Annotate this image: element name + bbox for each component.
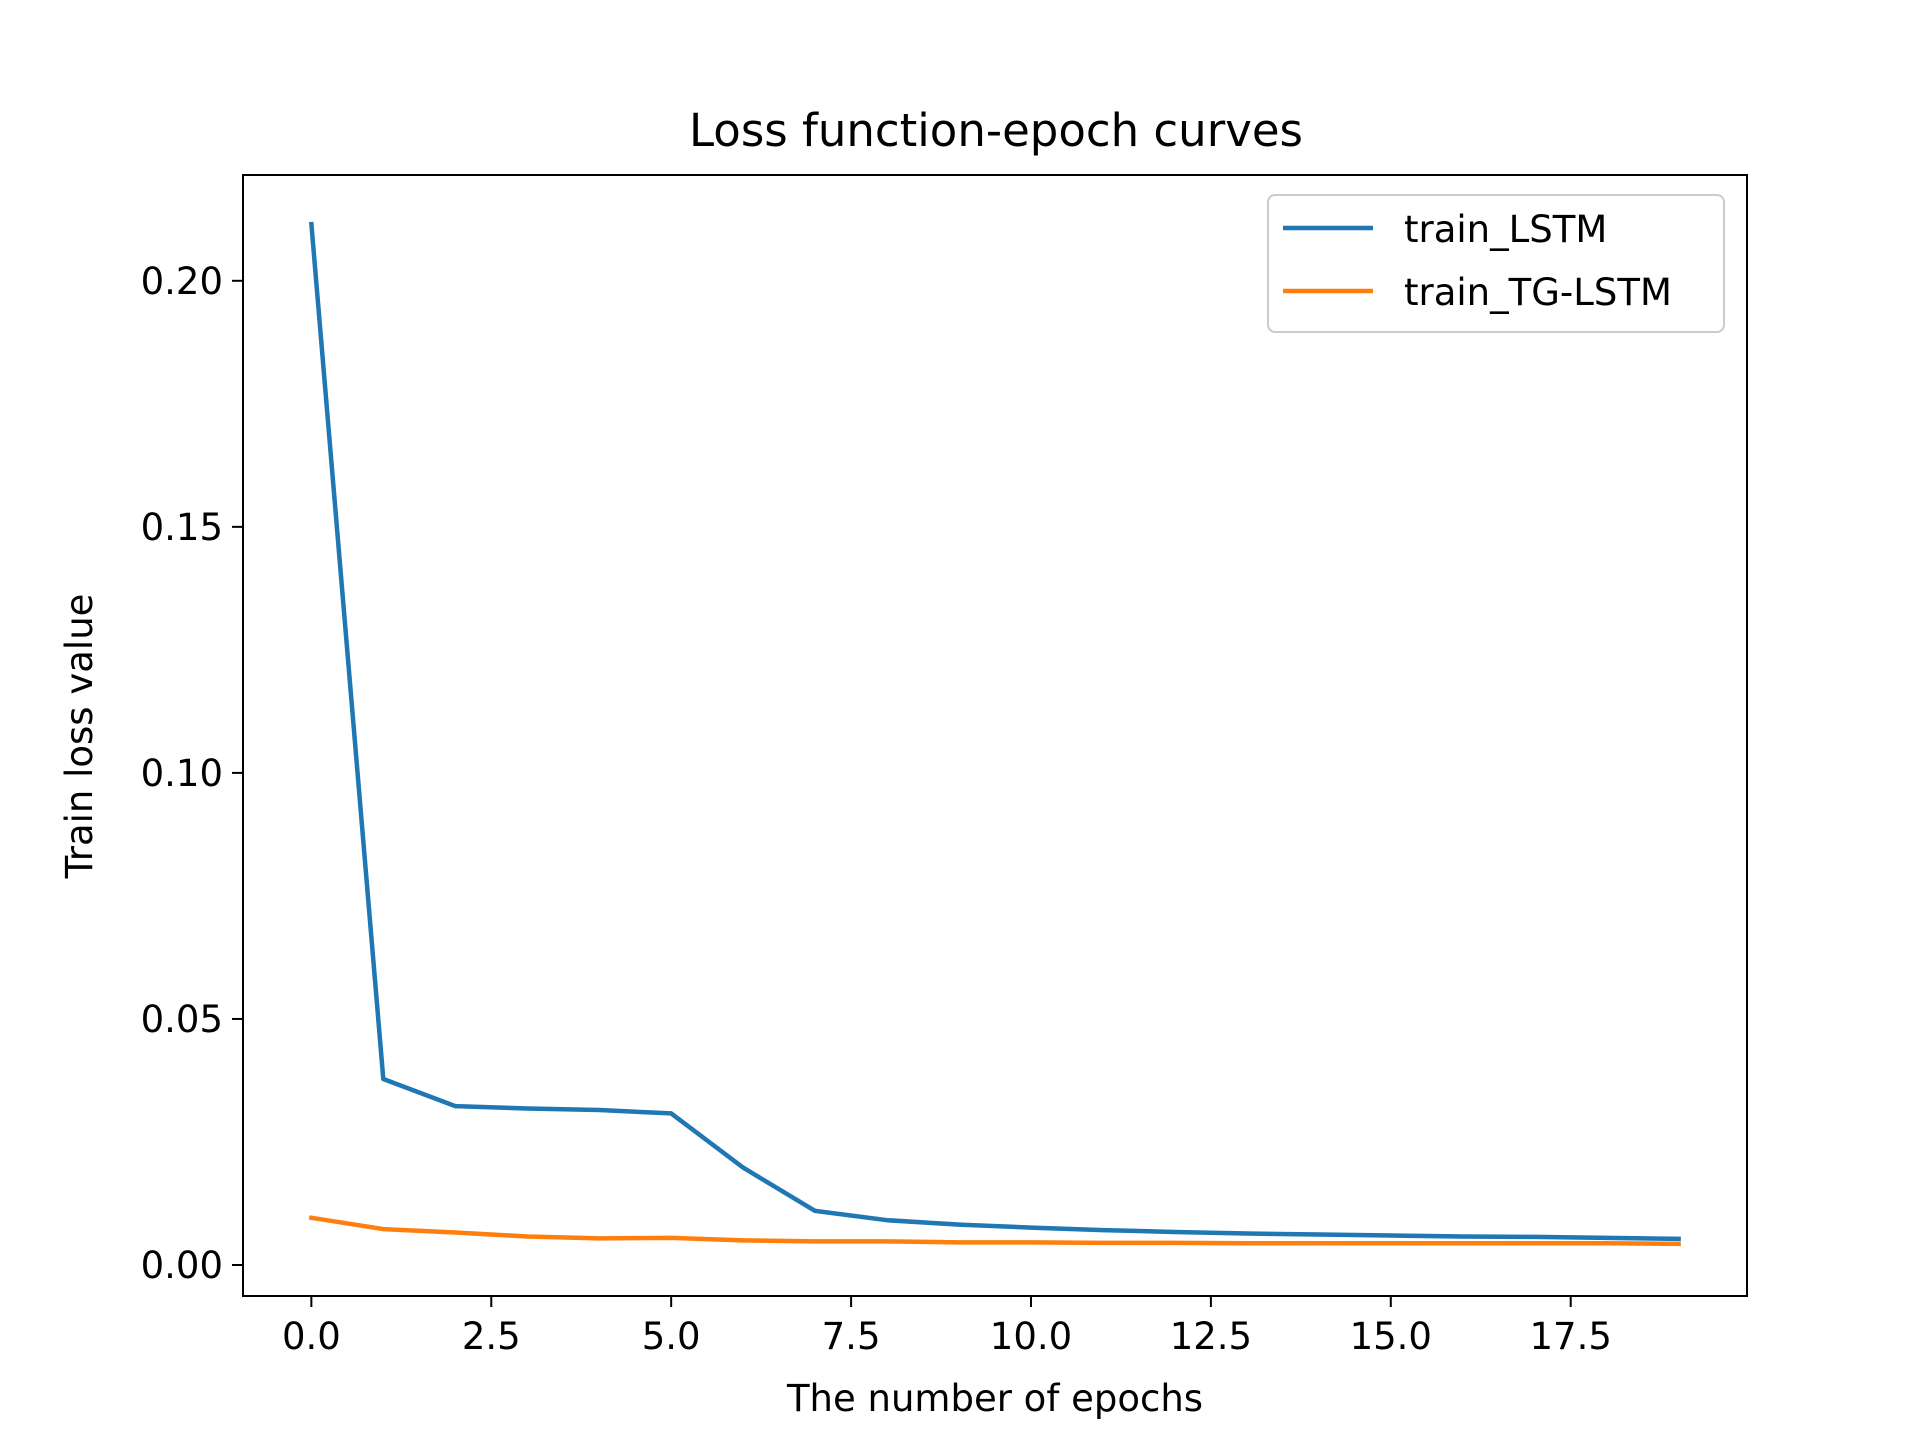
- y-tick-label: 0.05: [141, 998, 223, 1041]
- chart-title: Loss function-epoch curves: [689, 104, 1303, 157]
- y-tick-label: 0.00: [141, 1244, 223, 1287]
- legend-frame: [1267, 194, 1725, 333]
- plot-area: [242, 174, 1748, 1297]
- x-tick-label: 15.0: [1350, 1315, 1432, 1358]
- x-tick-label: 0.0: [282, 1315, 341, 1358]
- x-tick-label: 7.5: [822, 1315, 881, 1358]
- plot-frame: [242, 174, 1748, 1297]
- series-line-train-lstm: [308, 221, 1681, 1242]
- x-tick-label: 5.0: [642, 1315, 701, 1358]
- legend-label-train-lstm: train_LSTM: [1404, 208, 1607, 251]
- x-tick-label: 2.5: [462, 1315, 521, 1358]
- x-tick-label: 10.0: [990, 1315, 1072, 1358]
- y-tick-label: 0.15: [141, 506, 223, 549]
- y-axis-label: Train loss value: [58, 594, 101, 880]
- x-tick-label: 17.5: [1529, 1315, 1611, 1358]
- legend: train_LSTM train_TG-LSTM: [1267, 194, 1725, 333]
- y-tick-label: 0.10: [141, 752, 223, 795]
- legend-label-train-tg-lstm: train_TG-LSTM: [1404, 271, 1672, 314]
- x-tick-label: 12.5: [1170, 1315, 1252, 1358]
- plot-background: [243, 175, 1747, 1296]
- series-layer: [308, 221, 1681, 1247]
- x-axis-label: The number of epochs: [786, 1377, 1203, 1420]
- y-tick-label: 0.20: [141, 260, 223, 303]
- y-axis: 0.00 0.05 0.10 0.15 0.20: [141, 260, 243, 1287]
- x-axis: 0.0 2.5 5.0 7.5 10.0 12.5 15.0 17.5: [282, 1296, 1612, 1358]
- series-line-train-tg-lstm: [308, 1215, 1681, 1247]
